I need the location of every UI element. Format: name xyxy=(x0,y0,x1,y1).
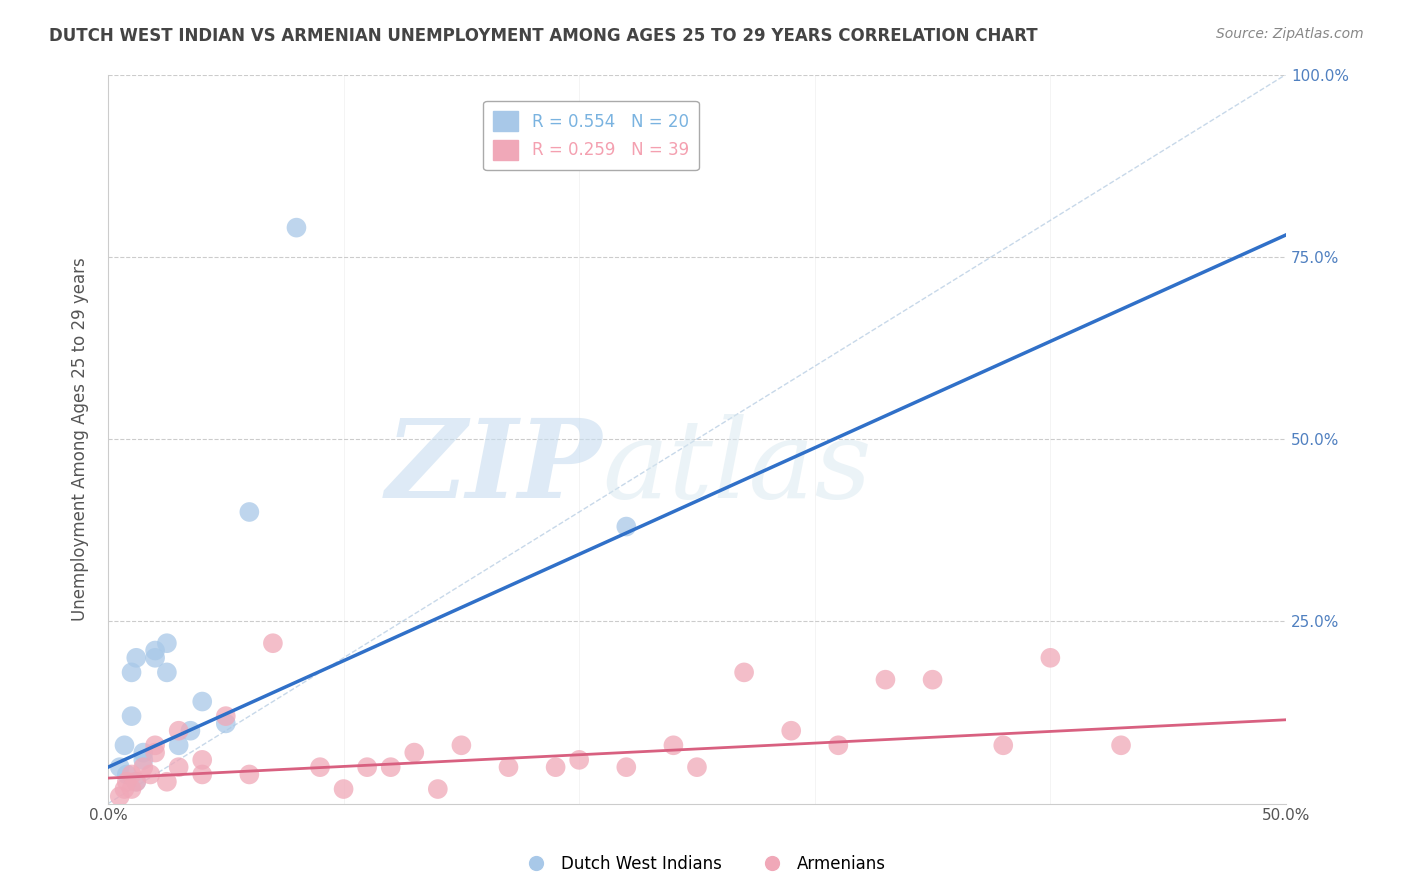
Y-axis label: Unemployment Among Ages 25 to 29 years: Unemployment Among Ages 25 to 29 years xyxy=(72,257,89,621)
Point xyxy=(285,220,308,235)
Point xyxy=(156,636,179,650)
Point xyxy=(114,739,136,753)
Point xyxy=(167,723,190,738)
Point xyxy=(215,716,238,731)
Point xyxy=(143,746,166,760)
Point xyxy=(121,767,143,781)
Point xyxy=(921,673,943,687)
Point xyxy=(191,767,214,781)
Point xyxy=(132,746,155,760)
Point xyxy=(143,739,166,753)
Point xyxy=(238,505,260,519)
Point xyxy=(662,739,685,753)
Point xyxy=(167,760,190,774)
Point xyxy=(450,739,472,753)
Text: DUTCH WEST INDIAN VS ARMENIAN UNEMPLOYMENT AMONG AGES 25 TO 29 YEARS CORRELATION: DUTCH WEST INDIAN VS ARMENIAN UNEMPLOYME… xyxy=(49,27,1038,45)
Point xyxy=(404,746,426,760)
Legend: Dutch West Indians, Armenians: Dutch West Indians, Armenians xyxy=(513,848,893,880)
Point xyxy=(498,760,520,774)
Point xyxy=(332,782,354,797)
Point xyxy=(993,739,1015,753)
Point xyxy=(143,643,166,657)
Point xyxy=(139,767,162,781)
Point xyxy=(115,767,138,781)
Point xyxy=(1039,650,1062,665)
Point xyxy=(614,519,637,533)
Point xyxy=(309,760,332,774)
Point xyxy=(191,694,214,708)
Point xyxy=(156,774,179,789)
Point xyxy=(1109,739,1132,753)
Point xyxy=(108,760,131,774)
Text: atlas: atlas xyxy=(603,415,872,522)
Legend: R = 0.554   N = 20, R = 0.259   N = 39: R = 0.554 N = 20, R = 0.259 N = 39 xyxy=(484,101,699,170)
Point xyxy=(125,774,148,789)
Point xyxy=(108,789,131,804)
Point xyxy=(167,739,190,753)
Point xyxy=(132,753,155,767)
Point xyxy=(215,709,238,723)
Point xyxy=(121,709,143,723)
Point xyxy=(827,739,849,753)
Point xyxy=(568,753,591,767)
Point xyxy=(544,760,567,774)
Point xyxy=(614,760,637,774)
Point xyxy=(686,760,709,774)
Point xyxy=(125,774,148,789)
Point xyxy=(121,665,143,680)
Point xyxy=(262,636,284,650)
Point xyxy=(179,723,201,738)
Point xyxy=(356,760,378,774)
Text: Source: ZipAtlas.com: Source: ZipAtlas.com xyxy=(1216,27,1364,41)
Point xyxy=(875,673,897,687)
Point xyxy=(733,665,755,680)
Point xyxy=(426,782,449,797)
Point xyxy=(780,723,803,738)
Point xyxy=(114,782,136,797)
Point xyxy=(121,782,143,797)
Text: ZIP: ZIP xyxy=(387,415,603,522)
Point xyxy=(125,650,148,665)
Point xyxy=(143,650,166,665)
Point xyxy=(156,665,179,680)
Point xyxy=(115,774,138,789)
Point xyxy=(238,767,260,781)
Point xyxy=(132,760,155,774)
Point xyxy=(191,753,214,767)
Point xyxy=(380,760,402,774)
